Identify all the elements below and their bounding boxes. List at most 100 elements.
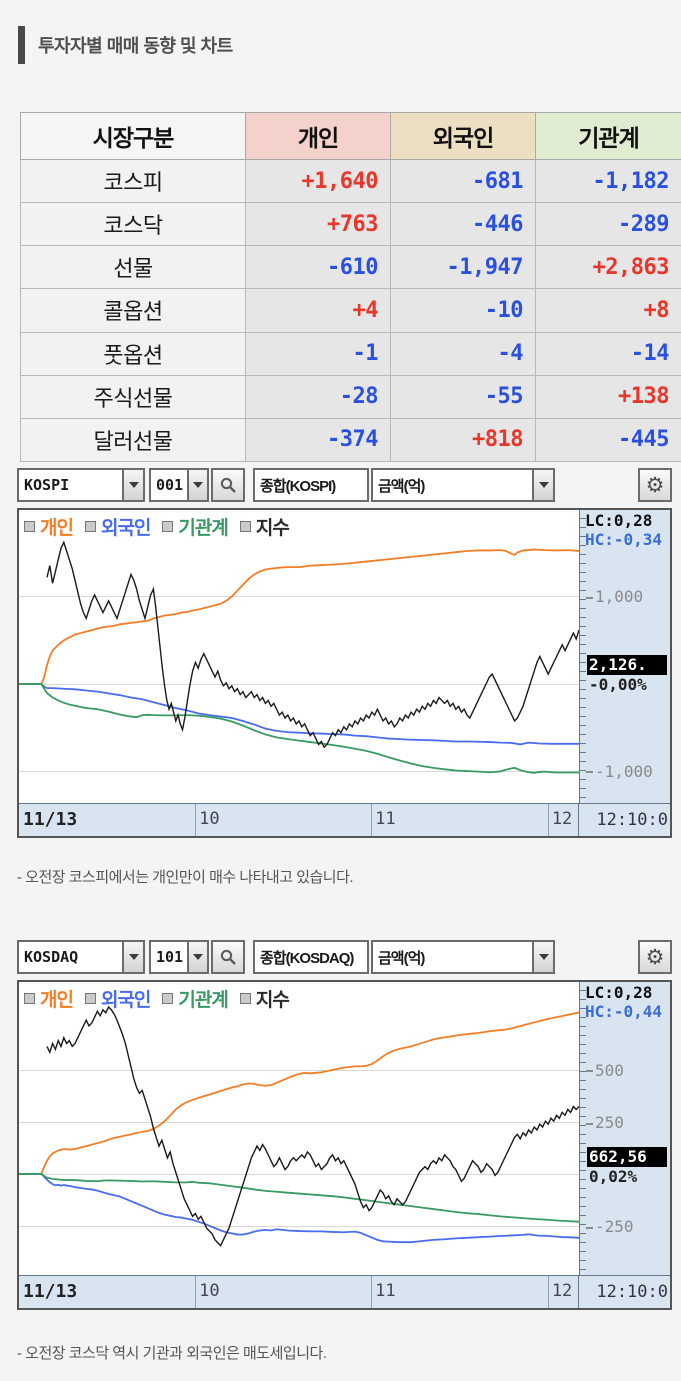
code-select[interactable]: 101 bbox=[149, 940, 209, 974]
flow-value: +2,863 bbox=[535, 245, 681, 290]
search-button[interactable] bbox=[211, 468, 245, 502]
gear-icon: ⚙ bbox=[645, 473, 665, 497]
kospi-chart-plot[interactable]: 개인 외국인 기관계 지수 bbox=[19, 510, 579, 803]
flow-value: -681 bbox=[390, 158, 536, 204]
symbol-name-field[interactable]: 종합(KOSDAQ) bbox=[253, 940, 369, 974]
symbol-name-field[interactable]: 종합(KOSPI) bbox=[253, 468, 369, 502]
legend-marker-icon bbox=[84, 993, 96, 1004]
legend-marker-icon bbox=[84, 521, 96, 532]
chevron-down-icon[interactable] bbox=[122, 942, 143, 972]
flow-value: -28 bbox=[245, 374, 391, 419]
legend-marker-icon bbox=[24, 521, 35, 532]
flow-value: -1 bbox=[245, 331, 391, 376]
table-row: 코스닥 +763 -446 -289 bbox=[20, 202, 681, 247]
legend-item-지수[interactable]: 지수 bbox=[239, 985, 290, 1012]
chevron-down-icon[interactable] bbox=[532, 942, 553, 972]
high-close-value: HC:-0,34 bbox=[585, 530, 663, 549]
market-select[interactable]: KOSDAQ bbox=[17, 940, 145, 974]
gridline bbox=[19, 1226, 579, 1228]
series-개인 bbox=[19, 1012, 579, 1173]
legend-label: 개인 bbox=[40, 990, 74, 1011]
chevron-down-icon[interactable] bbox=[186, 470, 207, 500]
unit-select[interactable]: 금액(억) bbox=[371, 940, 555, 974]
axis-tick-strip bbox=[580, 982, 586, 1275]
y-axis-label: -1,000 bbox=[586, 762, 653, 781]
time-tick-label: 11 bbox=[371, 1276, 396, 1308]
market-label: 코스피 bbox=[20, 158, 246, 204]
legend-label: 개인 bbox=[40, 518, 74, 539]
legend-item-외국인[interactable]: 외국인 bbox=[84, 985, 151, 1012]
legend-item-기관계[interactable]: 기관계 bbox=[162, 985, 229, 1012]
chart-toolbar-kosdaq: KOSDAQ 101 종합(KOSDAQ) 금액(억) ⚙ bbox=[17, 940, 672, 974]
code-select-value: 101 bbox=[156, 948, 184, 966]
chart-legend: 개인 외국인 기관계 지수 bbox=[24, 513, 290, 540]
kosdaq-chart-plot[interactable]: 개인 외국인 기관계 지수 bbox=[19, 982, 579, 1275]
table-row: 콜옵션 +4 -10 +8 bbox=[20, 288, 681, 333]
flow-value: -10 bbox=[390, 288, 536, 333]
legend-marker-icon bbox=[239, 521, 251, 532]
y-axis-label: 250 bbox=[586, 1113, 624, 1132]
title-accent-bar bbox=[18, 26, 25, 64]
gridline bbox=[19, 1122, 579, 1124]
gridline bbox=[19, 770, 579, 772]
flow-value: -289 bbox=[535, 202, 681, 247]
chart-canvas bbox=[19, 510, 579, 803]
settings-button[interactable]: ⚙ bbox=[638, 940, 672, 974]
legend-marker-icon bbox=[162, 521, 174, 532]
chevron-down-icon[interactable] bbox=[122, 470, 143, 500]
time-axis-track: 11/13 10 11 12 bbox=[19, 1276, 579, 1308]
market-select[interactable]: KOSPI bbox=[17, 468, 145, 502]
time-tick-label: 10 bbox=[195, 804, 220, 836]
flow-value: -374 bbox=[245, 417, 391, 463]
series-개인 bbox=[19, 550, 579, 684]
flow-value: -1,182 bbox=[535, 158, 681, 204]
page-title: 투자자별 매매 동향 및 차트 bbox=[38, 36, 233, 56]
search-icon bbox=[220, 477, 236, 493]
price-change-label: 0,02% bbox=[589, 1166, 638, 1186]
legend-label: 지수 bbox=[255, 518, 290, 539]
gridline bbox=[19, 1173, 579, 1175]
last-price-badge: 2,126. bbox=[587, 655, 667, 676]
unit-select[interactable]: 금액(억) bbox=[371, 468, 555, 502]
chevron-down-icon[interactable] bbox=[532, 470, 553, 500]
legend-item-개인[interactable]: 개인 bbox=[24, 985, 74, 1012]
time-tick-label: 12 bbox=[547, 1276, 572, 1308]
table-row: 코스피 +1,640 -681 -1,182 bbox=[20, 158, 681, 204]
flow-value: -610 bbox=[245, 245, 391, 290]
time-tick-label: 11 bbox=[371, 804, 396, 836]
column-header: 기관계 bbox=[535, 112, 681, 160]
flow-value: -1,947 bbox=[390, 245, 536, 290]
column-header: 개인 bbox=[245, 112, 391, 160]
high-close-value: HC:-0,44 bbox=[585, 1002, 663, 1021]
legend-item-지수[interactable]: 지수 bbox=[239, 513, 290, 540]
legend-label: 외국인 bbox=[100, 518, 151, 539]
legend-marker-icon bbox=[24, 993, 35, 1004]
unit-select-value: 금액(억) bbox=[378, 949, 425, 967]
last-price-badge: 662,56 bbox=[587, 1146, 667, 1167]
market-label: 코스닥 bbox=[20, 202, 246, 247]
series-기관계 bbox=[19, 684, 579, 773]
chevron-down-icon[interactable] bbox=[186, 942, 207, 972]
legend-label: 기관계 bbox=[178, 990, 228, 1011]
flow-value: +1,640 bbox=[245, 158, 391, 204]
legend-item-외국인[interactable]: 외국인 bbox=[84, 513, 151, 540]
kosdaq-chart: 개인 외국인 기관계 지수 LC:0,28 HC:-0,44 500 250 -250 662,… bbox=[17, 980, 672, 1310]
time-tick-label: 12 bbox=[547, 804, 572, 836]
settings-button[interactable]: ⚙ bbox=[638, 468, 672, 502]
y-axis-label: -250 bbox=[586, 1217, 634, 1236]
search-button[interactable] bbox=[211, 940, 245, 974]
legend-label: 지수 bbox=[255, 990, 290, 1011]
code-select[interactable]: 001 bbox=[149, 468, 209, 502]
legend-marker-icon bbox=[239, 993, 251, 1004]
market-label: 달러선물 bbox=[20, 417, 246, 463]
kosdaq-chart-time-axis: 11/13 10 11 12 12:10:0 bbox=[19, 1275, 670, 1308]
legend-item-개인[interactable]: 개인 bbox=[24, 513, 74, 540]
axis-date-label: 11/13 bbox=[23, 809, 78, 830]
legend-item-기관계[interactable]: 기관계 bbox=[162, 513, 229, 540]
chart-legend: 개인 외국인 기관계 지수 bbox=[24, 985, 290, 1012]
current-time-label: 12:10:0 bbox=[596, 810, 668, 830]
market-label: 주식선물 bbox=[20, 374, 246, 419]
code-select-value: 001 bbox=[156, 476, 184, 494]
time-tick-label: 10 bbox=[195, 1276, 220, 1308]
series-외국인 bbox=[19, 1174, 579, 1242]
